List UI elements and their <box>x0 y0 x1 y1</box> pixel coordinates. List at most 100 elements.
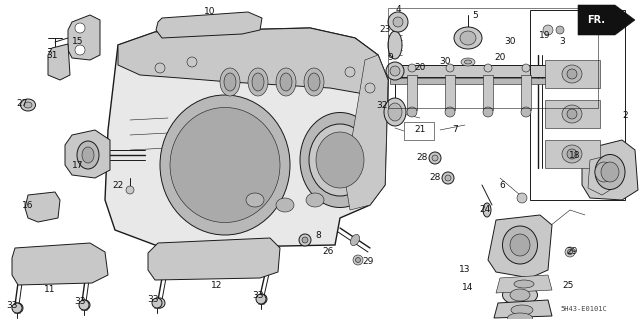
Polygon shape <box>345 55 388 210</box>
Text: 31: 31 <box>46 50 58 60</box>
Polygon shape <box>12 243 108 285</box>
Ellipse shape <box>483 107 493 117</box>
Ellipse shape <box>351 234 360 246</box>
Polygon shape <box>68 15 100 60</box>
Polygon shape <box>25 192 60 222</box>
Text: 5H43-E0101C: 5H43-E0101C <box>560 306 607 312</box>
Circle shape <box>355 257 360 263</box>
Circle shape <box>12 303 22 313</box>
Text: 23: 23 <box>380 26 390 34</box>
Ellipse shape <box>595 162 613 182</box>
Ellipse shape <box>563 62 581 80</box>
Circle shape <box>302 237 308 243</box>
Ellipse shape <box>160 95 290 235</box>
Circle shape <box>299 234 311 246</box>
Circle shape <box>442 172 454 184</box>
Ellipse shape <box>567 109 577 119</box>
Polygon shape <box>582 140 638 200</box>
Ellipse shape <box>510 234 530 256</box>
Text: 10: 10 <box>204 8 216 17</box>
Ellipse shape <box>388 103 402 121</box>
Text: 28: 28 <box>416 153 428 162</box>
Circle shape <box>152 298 162 308</box>
Ellipse shape <box>280 73 292 91</box>
Ellipse shape <box>20 99 35 111</box>
Text: 32: 32 <box>376 100 388 109</box>
Bar <box>530 10 625 200</box>
Text: 30: 30 <box>439 57 451 66</box>
Circle shape <box>79 300 89 310</box>
Polygon shape <box>156 12 262 38</box>
Ellipse shape <box>601 162 619 182</box>
Circle shape <box>155 63 165 73</box>
Bar <box>390 78 575 84</box>
Circle shape <box>568 249 573 255</box>
Ellipse shape <box>522 64 530 72</box>
Ellipse shape <box>306 193 324 207</box>
Text: 5: 5 <box>472 11 478 19</box>
Circle shape <box>365 83 375 93</box>
Ellipse shape <box>445 107 455 117</box>
Polygon shape <box>578 5 635 35</box>
Ellipse shape <box>502 285 538 305</box>
Text: 12: 12 <box>211 280 223 290</box>
Text: 30: 30 <box>504 38 516 47</box>
Ellipse shape <box>170 108 280 222</box>
Ellipse shape <box>386 62 404 80</box>
Text: 16: 16 <box>22 201 34 210</box>
Circle shape <box>432 155 438 161</box>
Ellipse shape <box>388 12 408 32</box>
Circle shape <box>256 294 266 304</box>
Ellipse shape <box>300 113 380 207</box>
Text: 14: 14 <box>462 284 474 293</box>
Text: 7: 7 <box>452 125 458 135</box>
Bar <box>388 8 598 108</box>
Ellipse shape <box>465 60 472 64</box>
Text: 26: 26 <box>323 248 333 256</box>
Text: 4: 4 <box>395 5 401 14</box>
Ellipse shape <box>484 64 492 72</box>
Circle shape <box>126 186 134 194</box>
Ellipse shape <box>24 102 32 108</box>
Text: 20: 20 <box>494 54 506 63</box>
Bar <box>445 75 455 110</box>
Ellipse shape <box>567 69 577 79</box>
Ellipse shape <box>77 141 99 169</box>
Polygon shape <box>148 238 280 280</box>
Bar <box>407 75 417 110</box>
Ellipse shape <box>567 66 577 76</box>
Bar <box>404 122 434 140</box>
Text: 2: 2 <box>622 110 628 120</box>
Polygon shape <box>48 44 70 80</box>
Ellipse shape <box>316 132 364 188</box>
Bar <box>483 75 493 110</box>
Bar <box>545 100 600 128</box>
Text: 19: 19 <box>540 31 551 40</box>
Ellipse shape <box>276 198 294 212</box>
Ellipse shape <box>567 149 577 159</box>
Bar <box>390 65 575 77</box>
Circle shape <box>517 193 527 203</box>
Ellipse shape <box>309 124 371 196</box>
Ellipse shape <box>514 280 534 288</box>
Bar <box>521 75 531 110</box>
Text: 25: 25 <box>563 280 573 290</box>
Circle shape <box>345 67 355 77</box>
Polygon shape <box>496 275 552 293</box>
Ellipse shape <box>508 313 532 319</box>
Text: FR.: FR. <box>587 15 605 25</box>
Circle shape <box>565 247 575 257</box>
Text: 9: 9 <box>387 54 393 63</box>
Text: 1: 1 <box>604 8 610 17</box>
Ellipse shape <box>446 64 454 72</box>
Circle shape <box>429 152 441 164</box>
Text: 29: 29 <box>362 257 374 266</box>
Text: 8: 8 <box>315 231 321 240</box>
Text: 24: 24 <box>479 205 491 214</box>
Ellipse shape <box>483 203 491 217</box>
Ellipse shape <box>562 145 582 163</box>
Ellipse shape <box>220 68 240 96</box>
Text: 11: 11 <box>44 286 56 294</box>
Ellipse shape <box>248 68 268 96</box>
Ellipse shape <box>390 66 400 76</box>
